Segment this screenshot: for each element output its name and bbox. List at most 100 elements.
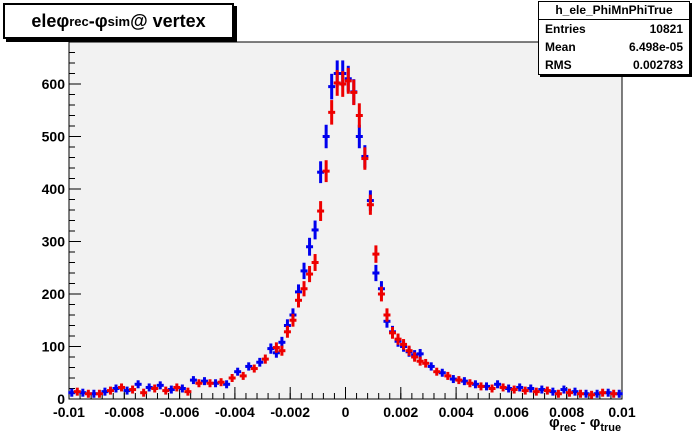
red-data-point xyxy=(73,387,81,396)
red-data-point xyxy=(361,147,369,170)
plot-frame xyxy=(68,41,623,400)
red-data-point xyxy=(322,160,330,183)
histogram-title: ele φ rec - φ sim @ vertex xyxy=(3,3,234,39)
blue-data-point xyxy=(134,380,142,389)
xlabel-minus: - xyxy=(576,414,590,431)
red-data-point xyxy=(510,385,518,394)
red-data-point xyxy=(383,308,391,322)
y-tick-label: 500 xyxy=(42,129,66,145)
stats-row-rms: RMS 0.002783 xyxy=(539,56,689,74)
x-tick-label: -0.008 xyxy=(104,404,144,420)
red-data-point xyxy=(140,388,148,397)
red-data-point xyxy=(151,384,159,393)
x-tick-label: 0.006 xyxy=(494,404,529,420)
red-data-point xyxy=(173,383,181,392)
red-data-point xyxy=(433,367,441,376)
blue-data-point xyxy=(355,124,363,149)
blue-data-point xyxy=(156,381,164,390)
red-data-point xyxy=(350,79,358,106)
blue-data-point xyxy=(494,380,502,389)
red-data-point xyxy=(206,379,214,388)
blue-data-point xyxy=(372,264,380,282)
blue-data-point xyxy=(223,380,231,389)
red-data-point xyxy=(565,388,573,397)
title-text: ele xyxy=(31,10,57,31)
red-data-point xyxy=(543,386,551,395)
red-data-point xyxy=(278,345,286,356)
red-data-point xyxy=(294,293,302,308)
red-data-point xyxy=(366,194,374,215)
title-sub-sim: sim xyxy=(107,13,131,29)
x-tick-label: -0.006 xyxy=(160,404,200,420)
stats-value: 0.002783 xyxy=(632,58,683,72)
red-data-point xyxy=(84,389,92,398)
stats-label: RMS xyxy=(545,58,572,72)
stats-label: Mean xyxy=(545,40,576,54)
blue-data-point xyxy=(306,237,314,256)
stats-label: Entries xyxy=(545,22,586,36)
red-data-point xyxy=(400,339,408,350)
blue-data-point xyxy=(527,384,535,393)
x-tick-label: 0.01 xyxy=(608,404,635,420)
red-data-point xyxy=(328,100,336,125)
red-data-point xyxy=(394,333,402,345)
red-data-point xyxy=(261,354,269,364)
red-data-point xyxy=(106,386,114,395)
red-data-point xyxy=(499,383,507,392)
red-data-point xyxy=(289,313,297,327)
blue-data-point xyxy=(560,385,568,394)
red-data-point xyxy=(228,374,236,382)
red-data-point xyxy=(311,254,319,271)
red-data-point xyxy=(416,356,424,366)
xlabel-sub-true: true xyxy=(600,422,622,434)
red-data-point xyxy=(554,389,562,398)
red-data-point xyxy=(588,390,596,399)
blue-data-point xyxy=(516,383,524,392)
stats-row-mean: Mean 6.498e-05 xyxy=(539,38,689,56)
stats-histogram-name: h_ele_PhiMnPhiTrue xyxy=(539,2,689,20)
x-tick-label: -0.004 xyxy=(215,404,255,420)
red-data-point xyxy=(477,382,485,391)
xlabel-phi-true: φ xyxy=(589,414,601,431)
blue-data-point xyxy=(311,220,319,240)
stats-value: 6.498e-05 xyxy=(628,40,683,54)
red-data-point xyxy=(339,71,347,97)
title-sub-rec: rec xyxy=(69,13,89,29)
blue-data-point xyxy=(322,124,330,149)
y-tick-label: 0 xyxy=(57,391,65,407)
red-data-point xyxy=(184,387,192,396)
blue-data-point xyxy=(189,376,197,385)
x-tick-label: -0.002 xyxy=(270,404,310,420)
blue-data-point xyxy=(300,262,308,280)
red-data-point xyxy=(272,342,280,353)
red-data-point xyxy=(129,385,137,394)
y-tick-label: 600 xyxy=(42,76,66,92)
x-tick-label: 0.002 xyxy=(383,404,418,420)
red-data-point xyxy=(118,383,126,392)
red-data-point xyxy=(195,379,203,388)
y-tick-label: 100 xyxy=(42,339,66,355)
red-data-point xyxy=(372,245,380,263)
red-data-point xyxy=(239,371,247,380)
red-data-point xyxy=(95,389,103,398)
red-data-point xyxy=(283,325,291,338)
title-suffix: @ vertex xyxy=(130,10,206,31)
red-data-point xyxy=(355,103,363,128)
y-tick-label: 400 xyxy=(42,181,66,197)
red-data-point xyxy=(599,388,607,397)
x-tick-label: 0.004 xyxy=(439,404,474,420)
red-data-point xyxy=(300,281,308,297)
red-data-point xyxy=(521,386,529,395)
red-data-point xyxy=(405,345,413,356)
blue-data-point xyxy=(427,362,435,371)
red-data-point xyxy=(344,67,352,94)
red-data-point xyxy=(411,352,419,362)
x-axis-label: φrec - φtrue xyxy=(549,414,621,434)
red-data-point xyxy=(422,358,430,368)
xlabel-phi-rec: φ xyxy=(549,414,560,431)
red-data-point xyxy=(610,389,618,398)
red-data-point xyxy=(377,286,385,302)
red-data-point xyxy=(217,378,225,387)
red-data-point xyxy=(317,201,325,221)
